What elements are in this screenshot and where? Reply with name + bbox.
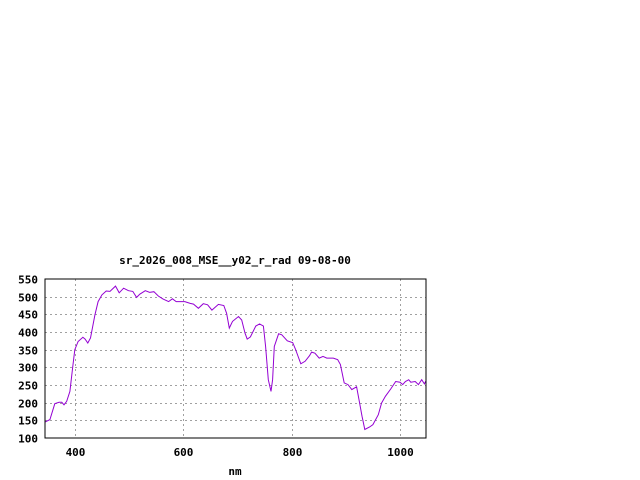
y-axis: 100 150 200 250 300 350 400 450 500 550 xyxy=(18,274,38,446)
y-tick-label: 500 xyxy=(18,292,38,305)
y-tick-label: 100 xyxy=(18,433,38,446)
x-tick-label: 800 xyxy=(283,446,303,459)
y-tick-label: 350 xyxy=(18,345,38,358)
y-tick-label: 200 xyxy=(18,398,38,411)
chart-title: sr_2026_008_MSE__y02_r_rad 09-08-00 xyxy=(119,254,351,267)
x-tick-label: 600 xyxy=(174,446,194,459)
y-tick-label: 450 xyxy=(18,309,38,322)
y-tick-label: 550 xyxy=(18,274,38,287)
series-line xyxy=(44,285,427,431)
x-tick-label: 400 xyxy=(66,446,86,459)
y-tick-label: 150 xyxy=(18,415,38,428)
x-axis-label: nm xyxy=(228,465,242,478)
x-axis: 400 600 800 1000 xyxy=(66,446,414,459)
x-tick-label: 1000 xyxy=(387,446,414,459)
y-tick-label: 250 xyxy=(18,380,38,393)
y-tick-label: 300 xyxy=(18,362,38,375)
plot-frame xyxy=(44,278,427,439)
y-tick-label: 400 xyxy=(18,327,38,340)
grid xyxy=(45,279,426,438)
